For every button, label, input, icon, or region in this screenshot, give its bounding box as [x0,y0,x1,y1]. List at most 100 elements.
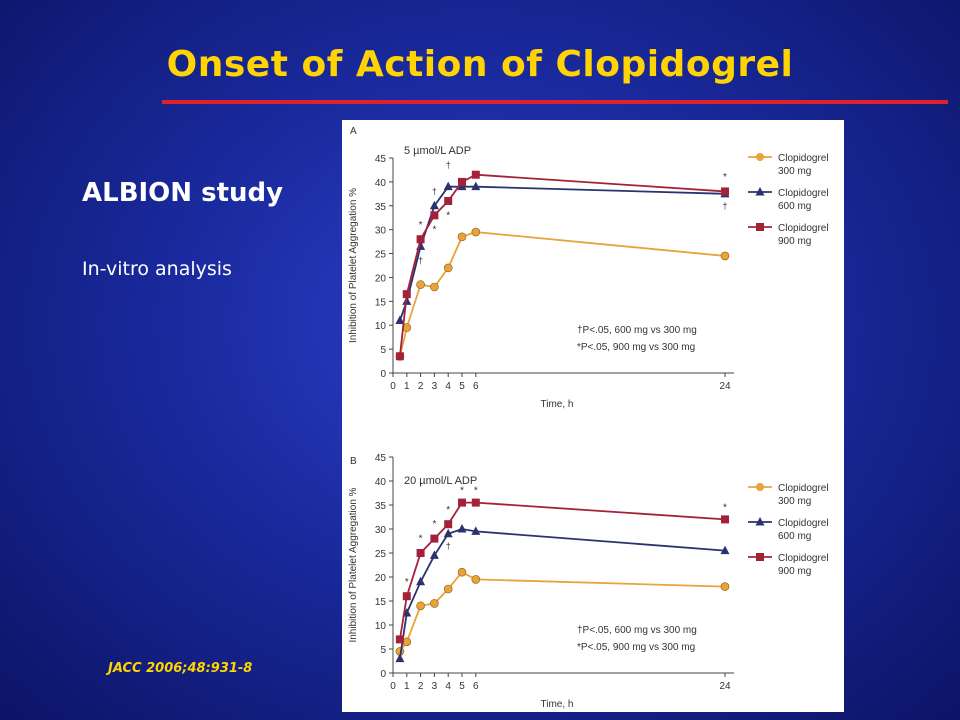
panel-b-y-tick-label: 20 [375,573,387,584]
panel-b-x-tick-label: 4 [445,681,451,692]
panel-b-legend-label: Clopidogrel [778,518,829,529]
panel-b-y-tick-label: 35 [375,501,387,512]
panel-b-point-900 [402,592,411,601]
panel-a-dagger-mark: † [418,256,423,266]
study-name: ALBION study [82,178,284,208]
panel-a-footnote: †P<.05, 600 mg vs 300 mg [577,325,697,336]
panel-a-point-300 [443,263,453,273]
panel-b-y-tick-label: 10 [375,621,387,632]
panel-b-point-300 [457,567,467,577]
panel-a-legend-label: 600 mg [778,201,811,212]
panel-b-legend-label: 300 mg [778,496,811,507]
panel-a-star-mark: * [432,225,436,236]
panel-a-legend-label: 900 mg [778,236,811,247]
panel-a-point-600 [395,315,405,324]
panel-b-point-300 [720,582,730,591]
panel-b-x-tick-label: 6 [473,681,479,692]
panel-a-dagger-mark: † [446,160,451,170]
panel-a-star-mark: * [419,220,423,231]
panel-b-title: 20 µmol/L ADP [404,475,477,487]
panel-a-point-900 [471,170,480,179]
analysis-label: In-vitro analysis [82,258,232,280]
panel-a-legend-marker [756,153,764,161]
panel-b-footnote: *P<.05, 900 mg vs 300 mg [577,642,695,653]
panel-b-point-900 [416,549,425,557]
panel-a-footnote: *P<.05, 900 mg vs 300 mg [577,342,695,353]
panel-b-star-mark: * [432,519,436,530]
panel-a-x-tick-label: 6 [473,381,479,392]
panel-b-legend-label: Clopidogrel [778,483,829,494]
panel-a-point-600 [471,181,481,191]
panel-b-y-tick-label: 5 [380,645,386,656]
panel-a-letter: A [350,126,357,137]
panel-a-y-tick-label: 5 [380,345,386,356]
panel-b-point-300 [402,637,412,647]
panel-b-legend-marker [756,553,764,561]
slide-title: Onset of Action of Clopidogrel [166,44,794,85]
panel-a-point-300 [457,232,467,242]
panel-a-point-900 [458,177,466,186]
panel-b-x-tick-label: 24 [719,681,731,692]
panel-a-y-tick-label: 35 [375,202,387,213]
panel-a-y-tick-label: 45 [375,154,387,165]
panel-a-x-tick-label: 0 [390,381,396,392]
panel-b-star-mark: * [460,486,464,497]
panel-b-x-label: Time, h [541,699,574,710]
panel-a-point-900 [444,197,453,205]
panel-b-star-mark: * [474,486,478,497]
panel-b-point-600 [429,550,439,559]
panel-a-point-900 [395,352,404,361]
panel-a-point-600 [429,200,439,210]
panel-a-x-label: Time, h [541,399,574,410]
panel-b-x-tick-label: 0 [390,681,396,692]
panel-b-point-600 [443,528,453,538]
panel-a-y-tick-label: 25 [375,250,387,261]
panel-b-y-tick-label: 40 [375,477,387,488]
panel-a-title: 5 µmol/L ADP [404,145,471,157]
panel-a-y-tick-label: 40 [375,178,387,189]
panel-b-legend-label: Clopidogrel [778,553,829,564]
panel-b-legend-marker [756,483,764,491]
panel-a-x-tick-label: 4 [445,381,451,392]
panel-a-series-line-2 [399,185,726,321]
panel-b-x-tick-label: 3 [432,681,438,692]
panel-b-x-tick-label: 5 [459,681,465,692]
panel-b-footnote: †P<.05, 600 mg vs 300 mg [577,625,697,636]
panel-a-dagger-mark: † [722,201,727,211]
panel-b-point-900 [430,534,439,543]
panel-a-legend-marker [756,223,764,231]
panel-a-y-tick-label: 30 [375,226,387,237]
panel-b-y-tick-label: 0 [380,669,386,680]
panel-a-dagger-mark: † [432,186,437,196]
panel-b-y-tick-label: 45 [375,453,387,464]
panel-b-point-600 [395,653,405,663]
panel-b-x-tick-label: 2 [418,681,424,692]
panel-b-legend-label: 900 mg [778,566,811,577]
panel-b-point-600 [720,545,730,555]
panel-a-point-900 [721,187,729,196]
panel-b-point-900 [395,635,404,644]
citation: JACC 2006;48:931-8 [108,661,253,676]
panel-b-y-tick-label: 30 [375,525,387,536]
panel-b-point-300 [416,601,425,611]
panel-b-point-900 [458,498,466,507]
panel-b-dagger-mark: † [446,541,451,551]
panel-b-legend-marker [755,517,765,526]
panel-b-point-900 [471,498,480,507]
panel-a-legend-marker [755,187,765,196]
panel-a-point-900 [430,211,439,220]
panel-a-star-mark: * [723,172,727,183]
panel-a-x-tick-label: 24 [719,381,731,392]
panel-b-y-tick-label: 15 [375,597,387,608]
panel-a-legend-label: Clopidogrel [778,153,829,164]
panel-a-x-tick-label: 3 [432,381,438,392]
panel-a-y-tick-label: 10 [375,321,387,332]
panel-b-legend-label: 600 mg [778,531,811,542]
panel-a-legend-label: Clopidogrel [778,223,829,234]
panel-a-legend-label: Clopidogrel [778,188,829,199]
panel-a-point-900 [416,235,425,244]
panel-a-legend-label: 300 mg [778,166,811,177]
panel-b-point-300 [430,599,439,608]
panel-b-point-300 [471,575,481,584]
